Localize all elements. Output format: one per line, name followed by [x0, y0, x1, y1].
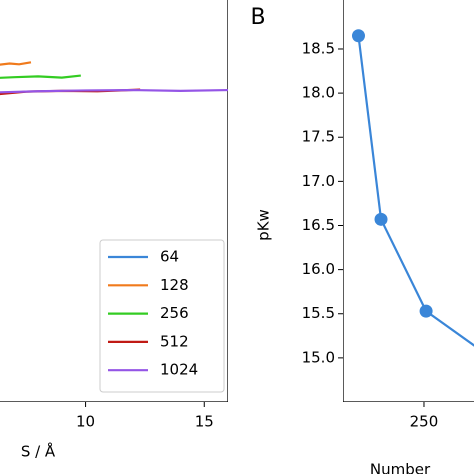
legend-label: 256 — [160, 304, 189, 322]
point — [351, 29, 365, 43]
x-tick-label: 250 — [410, 413, 439, 431]
legend-label: 512 — [160, 332, 189, 350]
legend-label: 128 — [160, 276, 189, 294]
x-tick-label: 10 — [76, 413, 95, 431]
y-tick-label: 15.5 — [302, 304, 335, 322]
y-axis-label: pKw — [255, 209, 273, 241]
plot-area — [0, 0, 228, 402]
legend-label: 64 — [160, 248, 179, 266]
y-tick-label: 17.0 — [302, 172, 335, 190]
x-tick-label: 15 — [195, 413, 214, 431]
axes-frame — [343, 0, 474, 402]
panel-label: B — [250, 5, 265, 30]
point — [374, 212, 388, 226]
series-line — [357, 35, 474, 347]
point — [419, 304, 433, 318]
legend-label: 1024 — [160, 361, 198, 379]
legend-box — [99, 239, 225, 393]
y-tick-label: 15.0 — [302, 348, 335, 366]
axes-frame — [0, 0, 228, 402]
x-axis-label: S / Å — [21, 442, 56, 461]
series-line — [0, 74, 81, 79]
plot-area — [343, 0, 474, 402]
y-tick-label: 16.5 — [302, 216, 335, 234]
y-tick-label: 17.5 — [302, 128, 335, 146]
y-tick-label: 18.5 — [302, 39, 335, 57]
y-tick-label: 18.0 — [302, 84, 335, 102]
series-line — [0, 88, 228, 94]
series-line — [0, 61, 32, 66]
y-tick-label: 16.0 — [302, 260, 335, 278]
x-axis-label: Number — [370, 461, 431, 474]
